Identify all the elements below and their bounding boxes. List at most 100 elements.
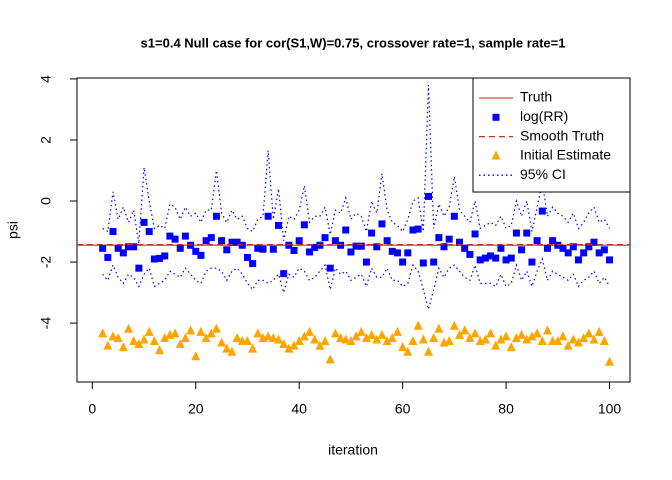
point [233, 238, 241, 246]
legend-box [472, 77, 631, 193]
point [549, 237, 557, 245]
triangle-point [563, 340, 573, 350]
point [528, 258, 536, 266]
chart-title: s1=0.4 Null case for cor(S1,W)=0.75, cro… [141, 35, 566, 50]
triangle-point [392, 326, 402, 336]
point [580, 249, 588, 257]
x-axis-label: iteration [328, 442, 378, 458]
triangle-point [398, 342, 408, 352]
point [331, 237, 339, 245]
point [471, 230, 479, 238]
point [559, 244, 567, 252]
triangle-point [320, 336, 330, 346]
point [114, 244, 122, 252]
triangle-point [263, 331, 273, 341]
point [595, 249, 603, 257]
triangle-point [573, 337, 583, 347]
point [321, 234, 329, 242]
point [564, 249, 572, 257]
point [502, 256, 510, 264]
point [243, 253, 251, 261]
point [171, 235, 179, 243]
point [156, 254, 164, 262]
triangle-point [346, 336, 356, 346]
triangle-point [129, 336, 139, 346]
triangle-point [170, 328, 180, 338]
triangle-point [480, 334, 490, 344]
y-tick-label: -4 [38, 317, 54, 330]
point [311, 243, 319, 251]
triangle-point [455, 329, 465, 339]
point [228, 238, 236, 246]
point [176, 244, 184, 252]
point [543, 244, 551, 252]
point [212, 212, 220, 220]
triangle-point [294, 336, 304, 346]
triangle-point [196, 326, 206, 336]
x-tick-label: 40 [291, 401, 307, 417]
ci-line [102, 84, 611, 244]
point [435, 234, 443, 242]
point [424, 192, 432, 200]
point [393, 249, 401, 257]
point [254, 244, 262, 252]
point [119, 249, 127, 257]
triangle-point [444, 336, 454, 346]
triangle-point [558, 331, 568, 341]
point [342, 226, 350, 234]
triangle-point [279, 339, 289, 349]
point [295, 237, 303, 245]
point [383, 237, 391, 245]
point [218, 237, 226, 245]
triangle-point [113, 332, 123, 342]
point [259, 245, 267, 253]
point [125, 243, 133, 251]
triangle-point [118, 342, 128, 352]
point [456, 238, 464, 246]
point [150, 255, 158, 263]
triangle-point [186, 325, 196, 335]
triangle-point [527, 331, 537, 341]
point [197, 251, 205, 259]
point [419, 259, 427, 267]
triangle-point [206, 328, 216, 338]
point [161, 252, 169, 260]
legend-label: Smooth Truth [520, 127, 604, 143]
point [518, 246, 526, 254]
triangle-point [511, 332, 521, 342]
triangle-point [232, 332, 242, 342]
triangle-point [605, 356, 615, 366]
point [404, 249, 412, 257]
y-tick-label: 2 [38, 136, 54, 144]
triangle-point [289, 340, 299, 350]
triangle-point [423, 346, 433, 356]
triangle-point [413, 320, 423, 330]
point [181, 232, 189, 240]
y-axis-label: psi [5, 221, 21, 239]
point [512, 229, 520, 237]
triangle-point [465, 332, 475, 342]
triangle-point [584, 328, 594, 338]
triangle-point [211, 323, 221, 333]
triangle-point [134, 339, 144, 349]
triangle-point [387, 332, 397, 342]
legend-label: Initial Estimate [520, 147, 611, 163]
triangle-point [274, 334, 284, 344]
triangle-point [532, 328, 542, 338]
triangle-point [372, 334, 382, 344]
triangle-point [315, 340, 325, 350]
triangle-point [242, 336, 252, 346]
triangle-point [460, 325, 470, 335]
triangle-point [351, 331, 361, 341]
x-tick-label: 0 [88, 401, 96, 417]
point [600, 246, 608, 254]
triangle-point [191, 351, 201, 361]
triangle-point [367, 329, 377, 339]
triangle-point [579, 332, 589, 342]
point [192, 247, 200, 255]
legend-symbol [492, 113, 500, 121]
point [130, 243, 138, 251]
triangle-point [434, 323, 444, 333]
point [357, 242, 365, 250]
triangle-point [382, 336, 392, 346]
